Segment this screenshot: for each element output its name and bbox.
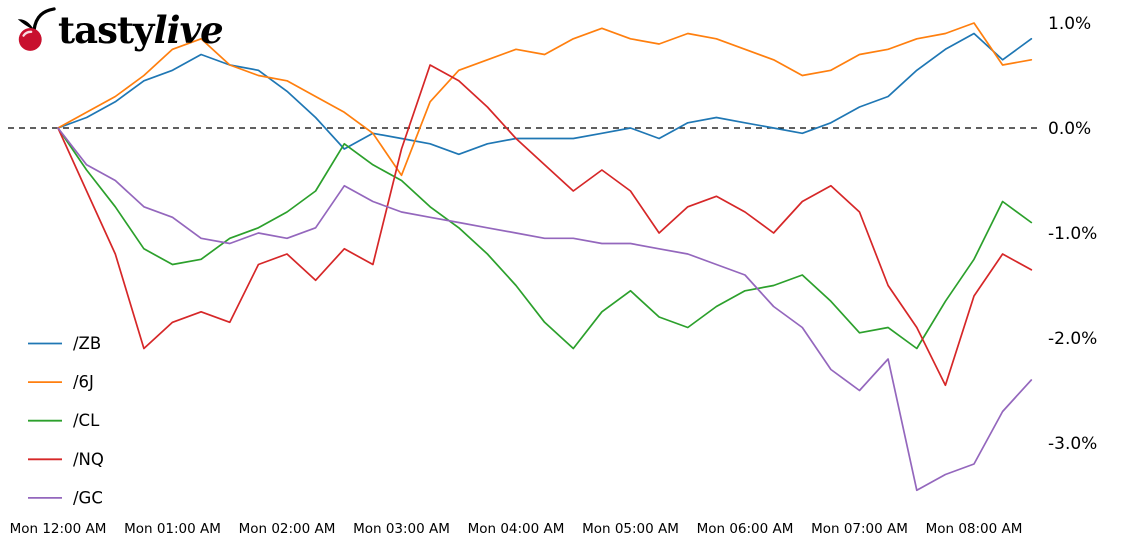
cherry-icon [14, 4, 56, 57]
logo-text-tasty: tasty [58, 8, 154, 52]
tastylive-logo: tastylive [14, 4, 224, 57]
y-tick-label: -2.0% [1048, 329, 1097, 349]
series-line-zb [57, 32, 1033, 156]
legend-label-cl: /CL [73, 411, 100, 430]
y-tick-label: -1.0% [1048, 224, 1097, 244]
x-tick-label: Mon 03:00 AM [353, 521, 450, 537]
logo-text-live: live [153, 8, 224, 52]
x-tick-label: Mon 01:00 AM [124, 521, 221, 537]
legend-label-6j: /6J [73, 373, 94, 392]
x-tick-label: Mon 12:00 AM [10, 521, 107, 537]
series-line-nq [57, 64, 1033, 387]
y-tick-label: -3.0% [1048, 434, 1097, 454]
x-tick-label: Mon 04:00 AM [468, 521, 565, 537]
legend-label-nq: /NQ [73, 450, 104, 469]
x-tick-label: Mon 08:00 AM [926, 521, 1023, 537]
x-tick-label: Mon 05:00 AM [582, 521, 679, 537]
series-line-gc [57, 127, 1033, 492]
series-line-cl [57, 127, 1033, 350]
y-tick-label: 1.0% [1048, 14, 1091, 34]
x-tick-label: Mon 06:00 AM [697, 521, 794, 537]
legend-label-zb: /ZB [73, 334, 101, 353]
x-tick-label: Mon 07:00 AM [811, 521, 908, 537]
legend-label-gc: /GC [73, 488, 103, 507]
x-tick-label: Mon 02:00 AM [239, 521, 336, 537]
logo-wordmark: tastylive [58, 12, 224, 49]
series-line-6j [57, 22, 1033, 177]
y-tick-label: 0.0% [1048, 119, 1091, 139]
